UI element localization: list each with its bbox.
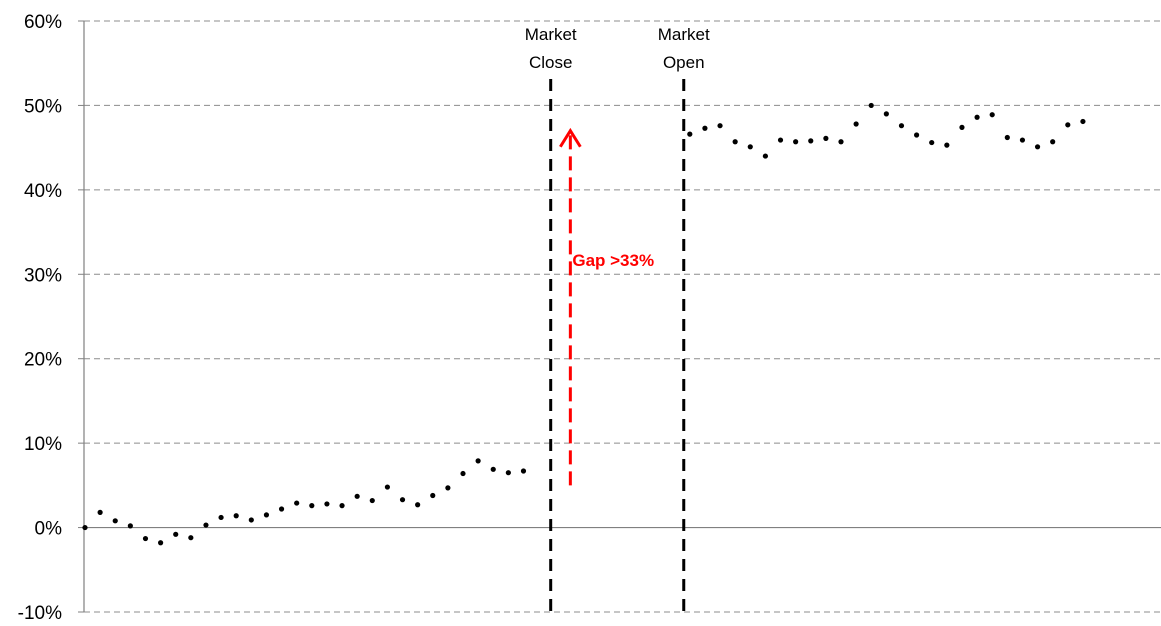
market-marker-label: Close: [529, 53, 572, 72]
data-point: [399, 497, 406, 503]
data-point: [142, 535, 149, 542]
y-tick-label: 10%: [24, 434, 62, 455]
data-point: [203, 522, 209, 528]
data-point: [1034, 144, 1041, 150]
data-point: [747, 144, 753, 150]
y-tick-label: -10%: [18, 603, 62, 624]
data-point: [808, 138, 814, 144]
data-point: [717, 123, 723, 129]
market-markers: Market Close Market Open: [525, 25, 710, 617]
data-point: [989, 112, 995, 118]
y-tick-label: 20%: [24, 350, 62, 371]
data-point: [309, 503, 315, 509]
data-point: [929, 139, 935, 146]
data-point: [324, 501, 330, 507]
data-point: [460, 470, 466, 477]
series-dots: [82, 102, 1086, 546]
y-tick-label: 50%: [24, 96, 62, 117]
y-tick-label: 30%: [24, 265, 62, 286]
data-point: [218, 514, 224, 521]
data-point: [702, 125, 708, 131]
data-point: [173, 531, 179, 537]
data-point: [339, 503, 345, 509]
y-tick-labels: -10% 0% 10% 20% 30% 40% 50% 60%: [18, 12, 62, 624]
data-point: [762, 153, 769, 159]
data-point: [520, 468, 527, 474]
y-tick-label: 40%: [24, 181, 62, 202]
axes: [78, 20, 1161, 613]
data-point: [732, 139, 738, 145]
data-point: [823, 135, 829, 141]
data-point: [914, 132, 920, 138]
gap-arrow-head: [559, 127, 582, 148]
data-point: [263, 512, 270, 518]
gridlines: [84, 20, 1161, 613]
data-point: [838, 139, 844, 145]
data-point: [1080, 118, 1086, 125]
data-point: [384, 484, 390, 490]
data-point: [1019, 137, 1026, 143]
market-marker-label: Open: [663, 53, 705, 72]
data-point: [233, 513, 239, 519]
gap-arrow-group: Gap >33%: [559, 127, 654, 486]
data-point: [158, 540, 164, 546]
y-tick-label: 60%: [24, 12, 62, 33]
data-point: [415, 502, 421, 508]
data-point: [112, 518, 118, 524]
data-point: [883, 111, 889, 117]
data-point: [248, 517, 254, 523]
data-point: [97, 509, 103, 515]
data-point: [777, 137, 784, 143]
gap-label: Gap >33%: [572, 251, 654, 270]
y-tick-label: 0%: [35, 519, 63, 540]
data-point: [188, 535, 194, 541]
data-point: [505, 470, 511, 476]
data-point: [354, 493, 360, 499]
data-point: [898, 123, 905, 129]
data-point: [1004, 134, 1010, 141]
data-point: [853, 121, 859, 127]
data-point: [445, 485, 451, 491]
data-point: [369, 497, 375, 504]
data-point: [430, 492, 436, 499]
data-point: [490, 466, 496, 472]
market-marker-label: Market: [658, 25, 710, 44]
data-point: [868, 102, 874, 109]
data-point: [278, 506, 285, 512]
data-point: [294, 500, 300, 506]
data-point: [1065, 122, 1071, 128]
data-point: [1050, 139, 1056, 145]
data-point: [793, 139, 799, 145]
data-point: [82, 524, 88, 531]
data-point: [959, 124, 965, 130]
data-point: [974, 114, 980, 120]
data-point: [944, 142, 950, 148]
data-point: [687, 131, 693, 137]
data-point: [127, 523, 133, 529]
data-point: [475, 458, 481, 464]
market-marker-label: Market: [525, 25, 577, 44]
